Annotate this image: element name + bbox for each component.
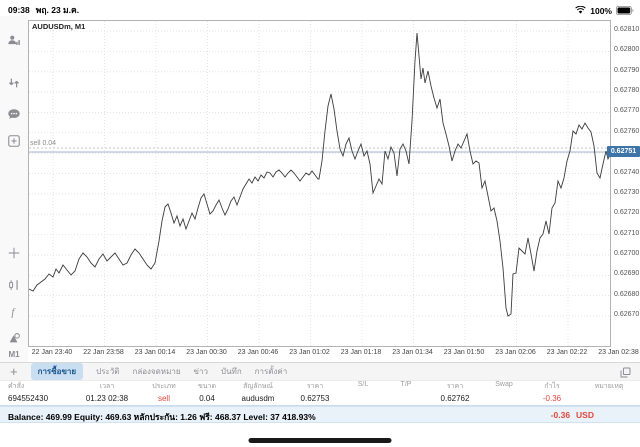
time-axis-label: 23 Jan 02:22 [546, 349, 588, 356]
price-axis-label: 0.62780 [614, 87, 640, 95]
timeframe-button[interactable]: M1 [8, 350, 20, 359]
balance-text: Balance: 469.99 Equity: 469.63 หลักประกั… [8, 412, 316, 422]
table-cell: 694552430 [8, 394, 49, 403]
new-order-icon[interactable] [7, 134, 21, 148]
table-cell: 0.04 [199, 394, 215, 403]
chart-windows-icon[interactable] [619, 366, 632, 384]
wifi-icon [575, 2, 586, 20]
tab-2[interactable]: กล่องจดหมาย [132, 367, 181, 376]
current-price-tag: 0.62751 [607, 146, 640, 157]
column-header: หมายเหตุ [594, 383, 624, 390]
price-axis-label: 0.62740 [614, 168, 640, 176]
tab-4[interactable]: บันทึก [221, 367, 242, 376]
time-axis-label: 23 Jan 00:30 [186, 349, 227, 356]
time-axis-label: 23 Jan 00:46 [237, 349, 279, 356]
price-axis-label: 0.62680 [614, 290, 640, 298]
column-header: Swap [495, 381, 513, 388]
new-order-plus-button[interactable]: + [10, 364, 18, 379]
tabs-container: การซื้อขาย ประวัติ กล่องจดหมาย ข่าว บันทึก กา… [30, 363, 288, 380]
table-cell: 01.23 02:38 [85, 394, 129, 403]
tab-5[interactable]: การตั้งค่า [254, 367, 288, 376]
column-header: ประเภท [152, 383, 176, 390]
home-indicator[interactable] [248, 438, 392, 443]
price-axis-label: 0.62690 [614, 270, 640, 278]
price-axis-label: 0.62710 [614, 229, 640, 237]
time-axis-label: 23 Jan 00:14 [134, 349, 176, 356]
time-axis-label: 23 Jan 01:18 [340, 349, 382, 356]
price-axis-label: 0.62770 [614, 107, 640, 115]
clock: 09:38 [8, 5, 30, 15]
column-header: สัญลักษณ์ [243, 383, 273, 390]
column-header: T/P [400, 381, 412, 388]
column-header: คำสั่ง [8, 383, 25, 390]
time-axis-label: 22 Jan 23:58 [83, 349, 124, 356]
table-cell [578, 393, 640, 405]
price-axis-label: 0.62810 [614, 26, 640, 33]
position-line-label: sell 0.04 [30, 140, 57, 147]
account-icon[interactable] [7, 34, 21, 48]
balance-bar: Balance: 469.99 Equity: 469.63 หลักประกั… [0, 406, 640, 423]
column-header: ราคา [306, 383, 324, 390]
price-axis-label: 0.62790 [614, 66, 640, 74]
tab-1[interactable]: ประวัติ [96, 367, 120, 376]
bottom-tab-bar: + การซื้อขาย ประวัติ กล่องจดหมาย ข่าว บันทึก… [0, 362, 640, 381]
status-date: พฤ. 23 ม.ค. [35, 5, 80, 15]
column-header: ขนาด [197, 383, 217, 390]
column-header: S/L [357, 381, 369, 388]
chart-plot[interactable] [28, 20, 611, 347]
time-axis-label: 23 Jan 01:02 [289, 349, 330, 356]
table-cell: sell [157, 394, 170, 403]
column-header: กำไร [544, 383, 560, 390]
price-axis-label: 0.62730 [614, 188, 640, 196]
column-header: เวลา [99, 383, 115, 390]
chat-icon[interactable] [7, 107, 21, 121]
tab-3[interactable]: ข่าว [193, 367, 208, 376]
status-bar: 09:38 พฤ. 23 ม.ค. 100% [0, 0, 640, 16]
time-axis-label: 23 Jan 02:38 [598, 349, 639, 356]
svg-text:f: f [11, 308, 16, 319]
chart-type-icon[interactable] [7, 278, 21, 292]
price-line-series [29, 32, 610, 317]
table-cell [482, 393, 526, 405]
trade-table-header: คำสั่ง เวลา ประเภท ขนาด สัญลักษณ์ ราคา S/L T/P ร… [0, 381, 640, 393]
price-axis-label: 0.62720 [614, 209, 640, 217]
trade-arrows-icon[interactable] [7, 76, 21, 90]
tab-0[interactable]: การซื้อขาย [30, 363, 84, 380]
chart-symbol-label: AUDUSDm, M1 [32, 22, 86, 31]
floating-profit: -0.36 [550, 410, 571, 420]
time-axis-label: 23 Jan 01:34 [392, 349, 433, 356]
table-cell: 0.62753 [300, 394, 330, 403]
table-cell [342, 393, 384, 405]
objects-icon[interactable] [7, 331, 21, 345]
table-cell: -0.36 [542, 394, 562, 403]
crosshair-icon[interactable] [7, 246, 21, 260]
chart-svg [29, 21, 610, 346]
time-axis-label: 22 Jan 23:40 [31, 349, 73, 356]
profit-currency: USD [576, 410, 594, 420]
battery-percent: 100% [590, 6, 612, 16]
trade-table-row[interactable]: 694552430 01.23 02:38 sell 0.04 audusdm 0.627… [0, 393, 640, 406]
table-cell: audusdm [241, 394, 275, 403]
battery-icon [616, 2, 634, 20]
time-axis-label: 23 Jan 01:50 [443, 349, 485, 356]
table-cell [384, 393, 428, 405]
price-axis-label: 0.62760 [614, 127, 640, 135]
price-axis-label: 0.62670 [614, 311, 640, 319]
table-cell: 0.62762 [440, 394, 470, 403]
column-header: ราคา [446, 383, 464, 390]
price-axis-label: 0.62800 [614, 46, 640, 54]
price-axis-label: 0.62700 [614, 249, 640, 257]
left-toolbar: f M1 [0, 16, 28, 362]
time-axis-label: 23 Jan 02:06 [495, 349, 536, 356]
indicators-icon[interactable]: f [7, 305, 21, 319]
